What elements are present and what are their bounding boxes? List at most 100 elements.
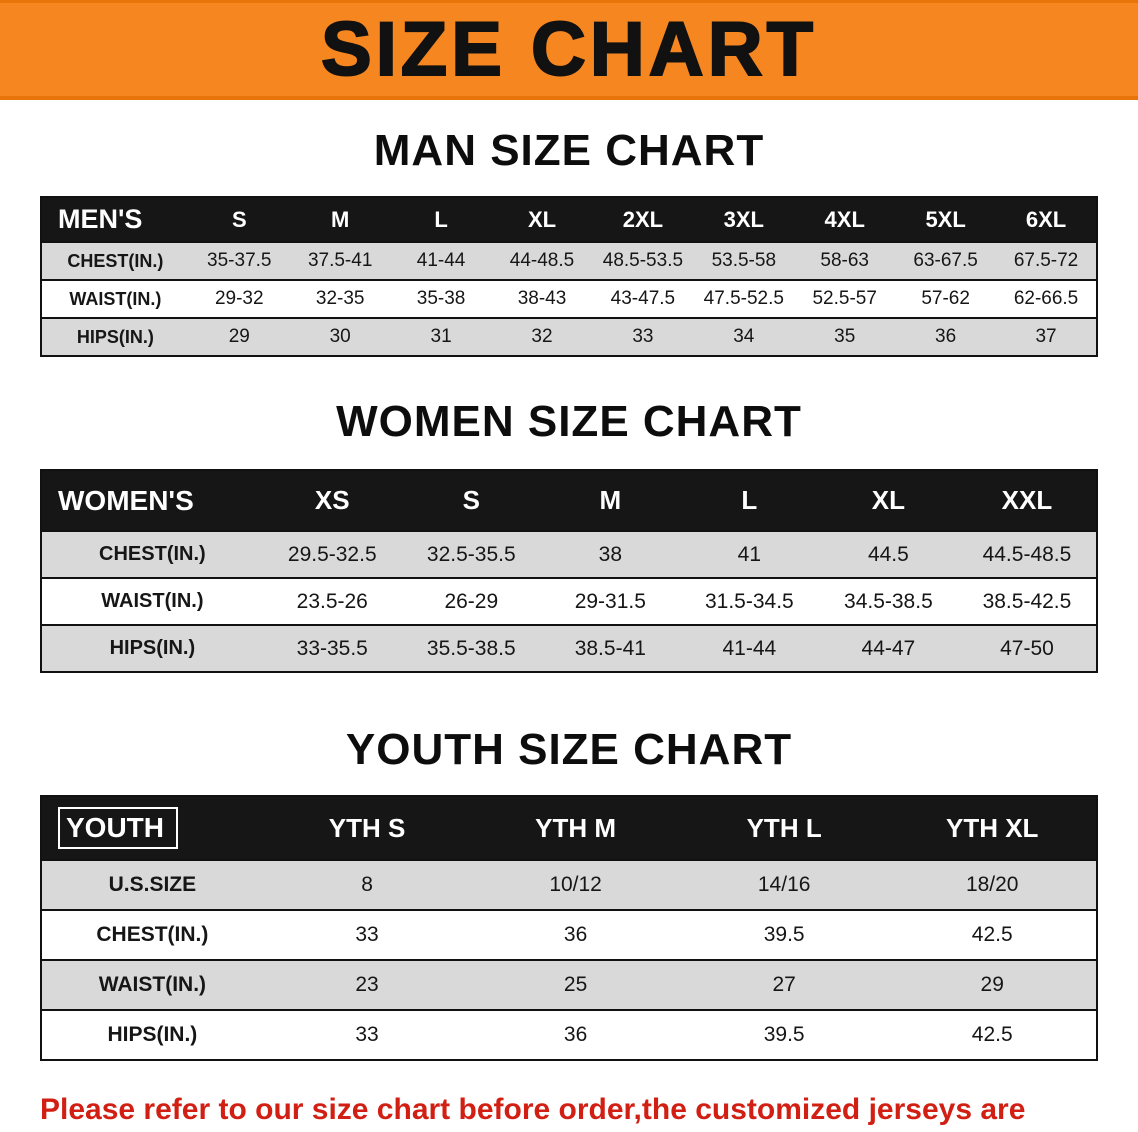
size-value: 14/16 [757,873,811,896]
size-value: 43-47.5 [610,288,676,309]
column-header: YTH S [262,796,472,860]
page-title: SIZE CHART [320,6,817,93]
column-header: YTH L [679,796,889,860]
column-header: S [401,470,541,531]
table-row: HIPS(IN.) 33-35.5 35.5-38.5 38.5-41 41-44 44-… [41,625,1097,672]
size-value: 42.5 [971,1023,1013,1046]
size-value: 48.5-53.5 [602,250,684,271]
youth-heading: YOUTH SIZE CHART [345,725,793,774]
column-header: YTH M [471,796,680,860]
row-label: CHEST(IN.) [67,250,164,271]
size-value: 39.5 [763,1023,805,1046]
column-header: 5XL [895,197,997,242]
size-value: 52.5-57 [812,288,877,309]
size-value: 38 [598,542,622,566]
size-value: 25 [563,973,588,996]
womens-size-table: WOMEN'S XS S M L XL XXL CHEST(IN.) 29.5-32.5 32.5… [40,469,1098,673]
size-value: 10/12 [549,873,602,896]
table-title-cell: WOMEN'S [41,470,263,531]
size-value: 58-63 [820,250,870,271]
column-header: M [289,197,391,242]
column-header: 3XL [693,197,795,242]
size-value: 27 [772,973,796,996]
table-title: MEN'S [58,204,143,234]
mens-heading: MAN SIZE CHART [373,126,765,175]
size-value: 47.5-52.5 [703,288,784,309]
size-value: 32-35 [315,288,365,309]
table-title-cell: MEN'S [41,197,189,242]
table-row: CHEST(IN.) 35-37.5 37.5-41 41-44 44-48.5 48.5… [41,242,1097,280]
size-value: 31 [430,326,452,347]
size-value: 35 [834,326,856,347]
size-value: 44.5-48.5 [982,542,1072,566]
table-row: U.S.SIZE 8 10/12 14/16 18/20 [41,860,1097,910]
size-value: 23 [355,973,379,996]
size-value: 32.5-35.5 [426,542,516,566]
size-value: 32 [531,326,553,347]
table-header-row: WOMEN'S XS S M L XL XXL [41,470,1097,531]
column-header: L [679,470,819,531]
size-value: 34.5-38.5 [844,589,933,613]
column-header: M [540,470,680,531]
size-value: 33 [355,923,379,946]
row-label: WAIST(IN.) [69,288,162,309]
row-label: CHEST(IN.) [99,543,206,565]
table-row: HIPS(IN.) 29 30 31 32 33 34 35 36 37 [41,318,1097,356]
size-value: 57-62 [921,288,970,309]
womens-section: WOMEN SIZE CHART WOMEN'S XS S M L XL XXL CHEST(… [0,357,1138,673]
size-value: 29 [980,973,1004,996]
size-value: 37.5-41 [307,250,373,271]
size-value: 29-31.5 [574,589,646,613]
size-value: 42.5 [971,923,1013,946]
table-row: HIPS(IN.) 33 36 39.5 42.5 [41,1010,1097,1060]
size-value: 38-43 [517,288,567,309]
banner: SIZE CHART [0,0,1138,100]
size-value: 18/20 [965,873,1019,896]
size-value: 31.5-34.5 [704,589,794,613]
size-value: 35-37.5 [207,250,272,271]
size-value: 30 [329,326,351,347]
table-title: YOUTH [58,807,178,849]
size-value: 36 [935,326,957,347]
size-value: 39.5 [763,923,805,946]
size-value: 63-67.5 [913,250,978,271]
size-value: 35-38 [416,288,466,309]
column-header: L [390,197,492,242]
size-value: 41-44 [416,250,466,271]
row-label: HIPS(IN.) [109,637,196,659]
size-value: 44-47 [861,636,916,660]
size-value: 36 [563,1023,588,1046]
column-header: S [188,197,290,242]
row-label: HIPS(IN.) [76,326,154,347]
table-row: CHEST(IN.) 29.5-32.5 32.5-35.5 38 41 44.5 44.5… [41,531,1097,578]
size-value: 29 [228,326,250,347]
column-header: 4XL [794,197,896,242]
column-header: XXL [957,470,1097,531]
table-header-row: MEN'S S M L XL 2XL 3XL 4XL 5XL 6XL [41,197,1097,242]
size-value: 53.5-58 [711,250,777,271]
size-value: 34 [733,326,755,347]
size-value: 29.5-32.5 [287,542,377,566]
row-label: WAIST(IN.) [98,973,207,996]
table-row: CHEST(IN.) 33 36 39.5 42.5 [41,910,1097,960]
size-value: 38.5-42.5 [982,589,1072,613]
table-title-cell: YOUTH [41,796,263,860]
row-label: HIPS(IN.) [107,1023,198,1046]
column-header: 2XL [592,197,694,242]
column-header: YTH XL [888,796,1097,860]
size-value: 67.5-72 [1013,250,1079,271]
column-header: XS [262,470,402,531]
column-header: 6XL [996,197,1097,242]
youth-size-table: YOUTH YTH S YTH M YTH L YTH XL U.S.SIZE 8 10/12… [40,795,1098,1061]
youth-section: YOUTH SIZE CHART YOUTH YTH S YTH M YTH L YTH… [0,673,1138,1061]
size-value: 26-29 [444,589,499,613]
order-notice: Please refer to our size chart before or… [40,1087,1098,1132]
table-row: WAIST(IN.) 23 25 27 29 [41,960,1097,1010]
size-value: 33 [355,1023,379,1046]
size-value: 47-50 [1000,636,1054,660]
table-row: WAIST(IN.) 29-32 32-35 35-38 38-43 43-47.5 47.… [41,280,1097,318]
size-value: 23.5-26 [296,589,368,613]
size-value: 33 [632,326,654,347]
size-value: 41 [737,542,762,566]
